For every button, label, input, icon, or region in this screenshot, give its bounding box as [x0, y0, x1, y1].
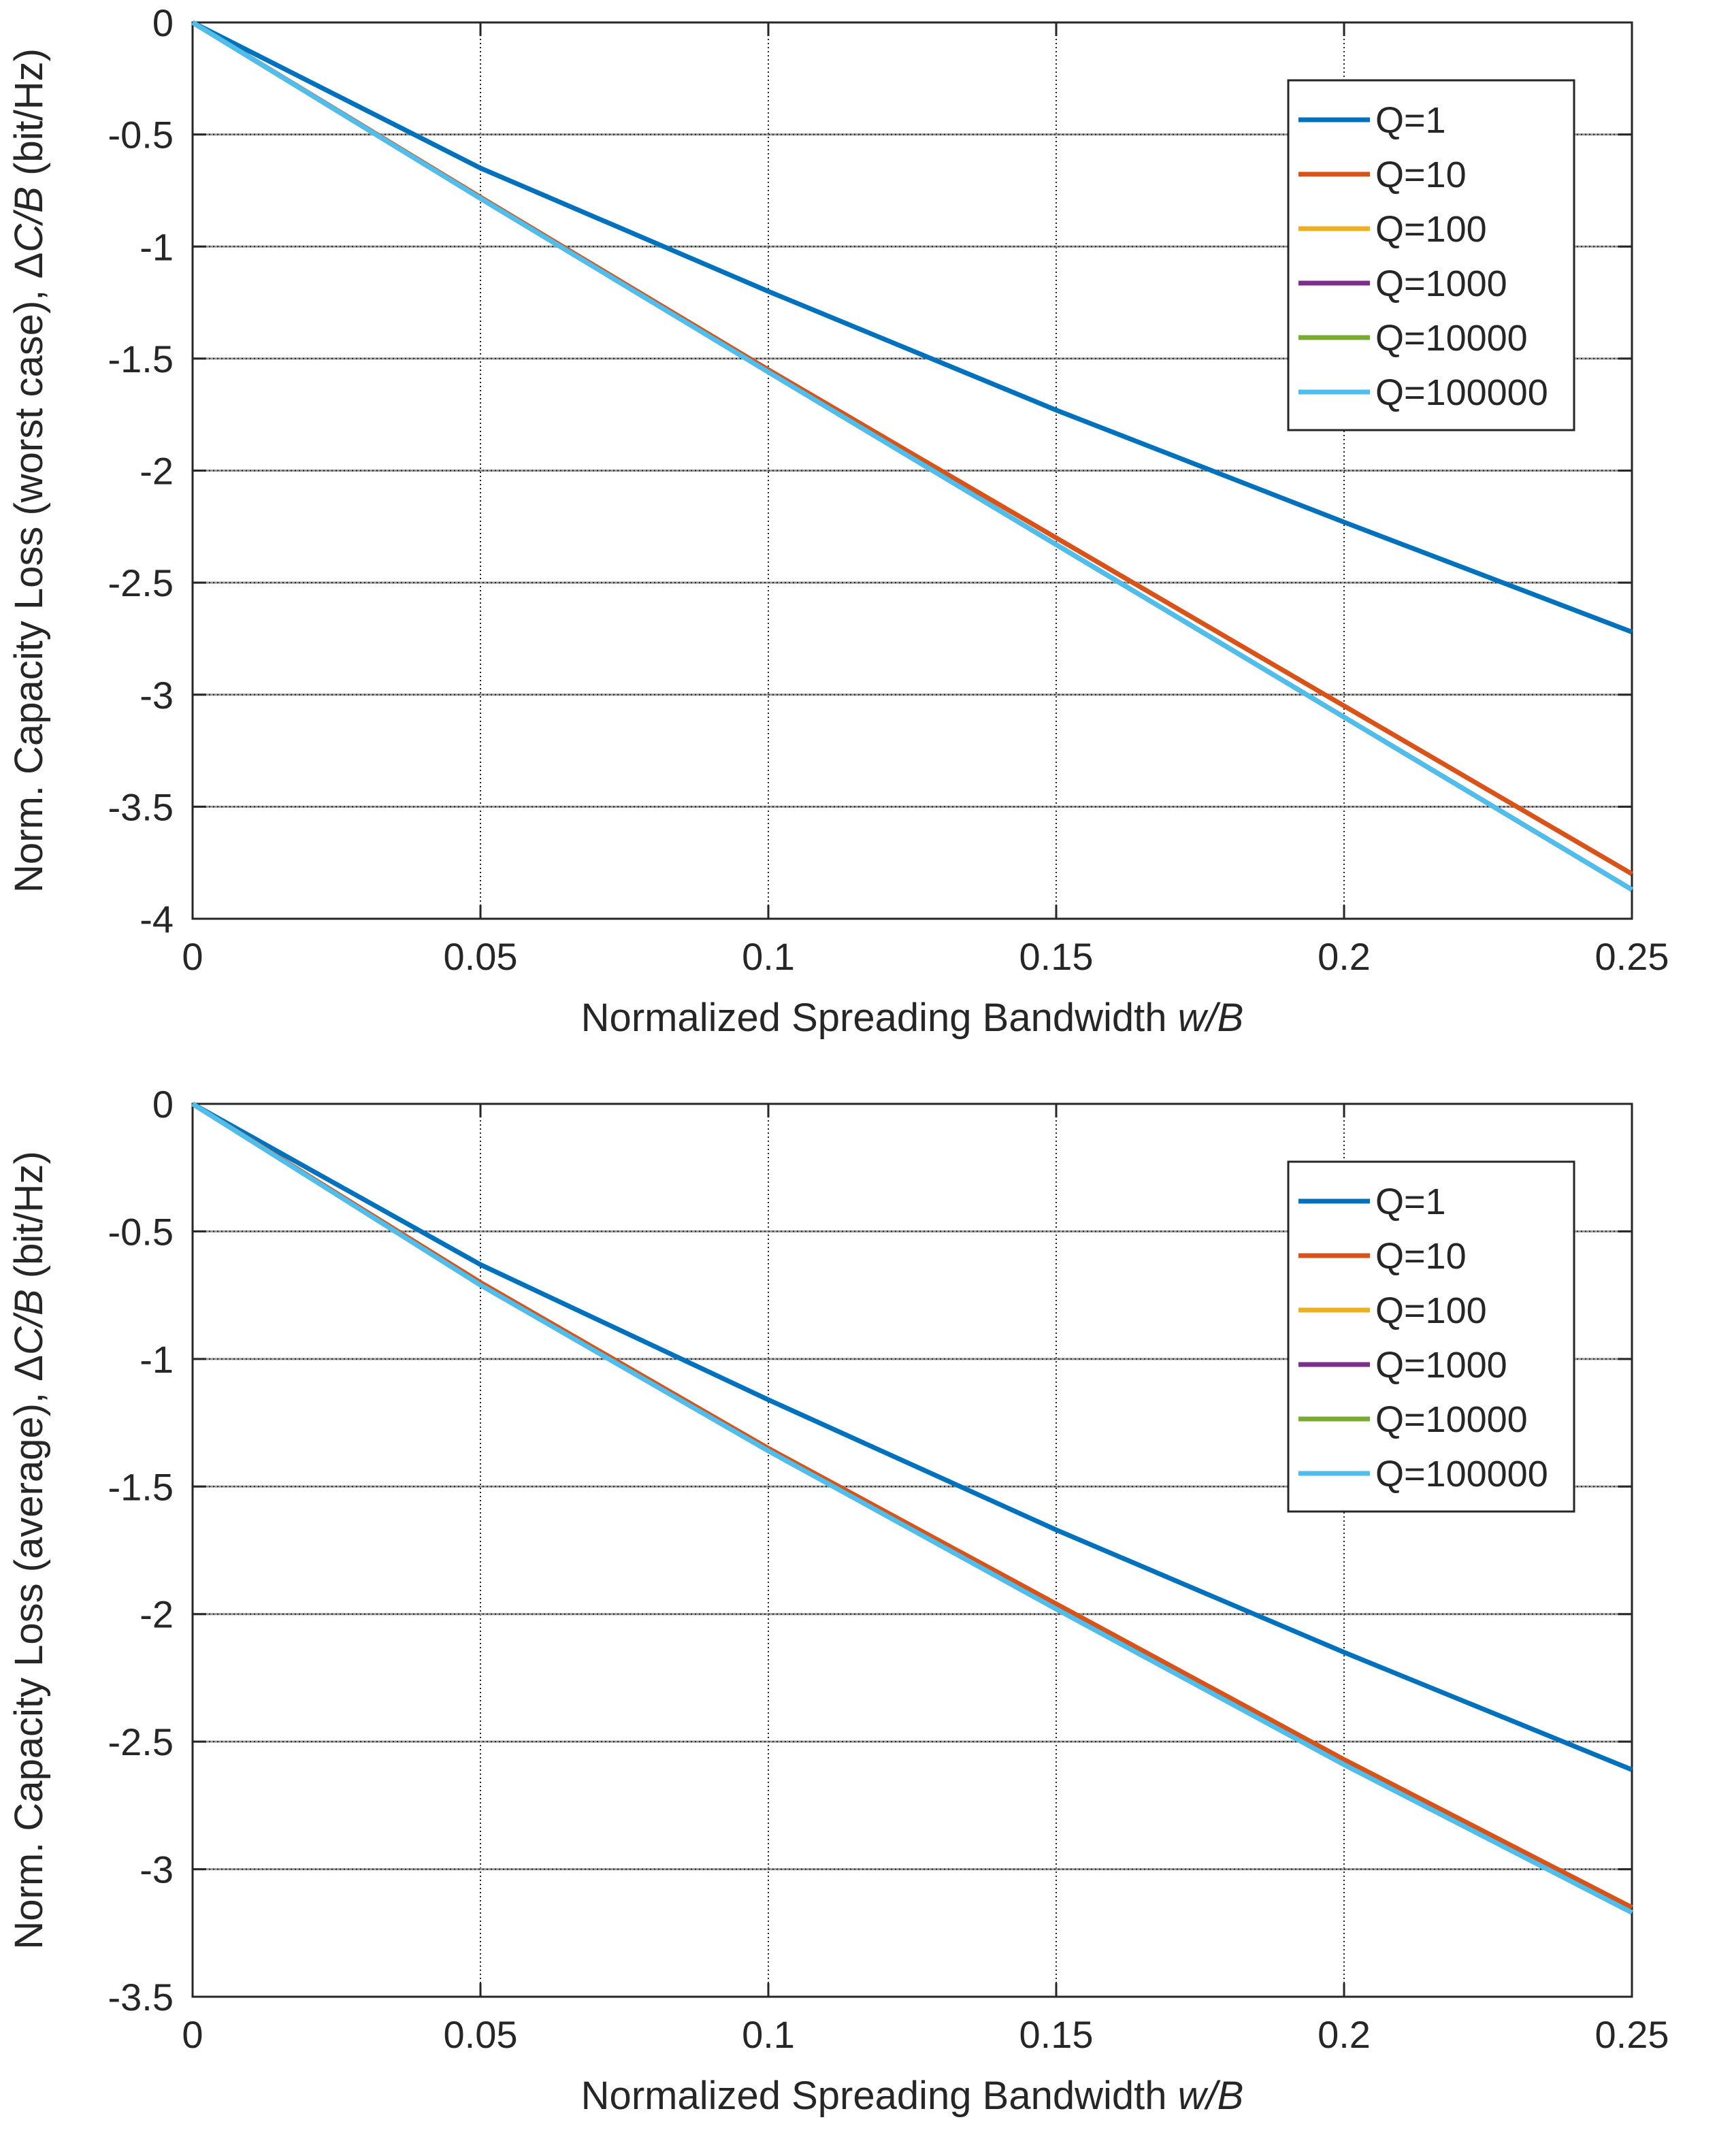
x-tick-label: 0.25 [1595, 2013, 1669, 2056]
y-tick-label: -0.5 [108, 114, 174, 157]
grid [193, 1104, 1632, 1997]
legend-label-q-10: Q=10 [1375, 154, 1467, 195]
x-tick-label: 0.15 [1019, 935, 1094, 978]
y-tick-label: -3.5 [108, 785, 174, 828]
x-tick-label: 0.15 [1019, 2013, 1094, 2056]
x-axis-label: Normalized Spreading Bandwidth w/B [581, 996, 1244, 1040]
legend-label-q-10000: Q=10000 [1375, 318, 1528, 359]
y-axis-label-unit: (bit/Hz) [7, 48, 51, 186]
legend-box [1287, 79, 1575, 431]
y-axis-label-unit: (bit/Hz) [7, 1151, 51, 1289]
series-line-q-100000 [191, 20, 1633, 892]
y-axis-label-text: Norm. Capacity Loss (average), [7, 1382, 51, 1950]
x-tick-label: 0 [182, 935, 203, 978]
y-axis-label-delta: Δ [7, 252, 51, 279]
legend: Q=1 Q=10 Q=100 Q=1000 Q=10000 Q=100000 [1287, 79, 1575, 431]
x-axis-label-text: Normalized Spreading Bandwidth [581, 2074, 1178, 2118]
y-tick-label: 0 [152, 1083, 174, 1126]
x-tick-label: 0 [182, 2013, 203, 2056]
legend-label-q-10: Q=10 [1375, 1236, 1467, 1277]
series-lines [191, 20, 1633, 892]
legend-label-q-100: Q=100 [1375, 1290, 1487, 1331]
x-tick-label: 0.05 [444, 935, 518, 978]
average-capacity-loss-chart: 0 0.05 0.1 0.15 0.2 0.25 0 -0.5 -1 -1.5 -2 -2.5 -3 -3… [7, 1083, 1669, 2118]
tick-marks [191, 1102, 1633, 1998]
series-lines [191, 1101, 1633, 1915]
series-line-q-1 [191, 1101, 1633, 1772]
y-tick-label: -3 [140, 674, 174, 717]
axes-box [191, 1102, 1633, 1998]
legend-label-q-1000: Q=1000 [1375, 1345, 1507, 1386]
y-tick-label: -1.5 [108, 338, 174, 380]
y-tick-label: -2 [140, 1593, 174, 1636]
x-tick-label: 0.2 [1318, 935, 1371, 978]
y-tick-label: -2 [140, 450, 174, 493]
worst-case-capacity-loss-chart: 0 0.05 0.1 0.15 0.2 0.25 0 -0.5 -1 -1.5 -2 -2.5 -3 -3… [7, 1, 1669, 1040]
y-tick-label: -2.5 [108, 1720, 174, 1763]
x-axis-label-symbol: w/B [1178, 996, 1244, 1040]
x-axis-label-text: Normalized Spreading Bandwidth [581, 996, 1178, 1040]
y-tick-label: -3 [140, 1848, 174, 1891]
y-tick-label: -2.5 [108, 561, 174, 604]
x-tick-label: 0.05 [444, 2013, 518, 2056]
legend-box [1287, 1160, 1575, 1513]
y-axis-label-delta: Δ [7, 1355, 51, 1382]
y-axis-label-text: Norm. Capacity Loss (worst case), [7, 278, 51, 892]
x-axis-label: Normalized Spreading Bandwidth w/B [581, 2074, 1244, 2118]
x-tick-label: 0.1 [742, 935, 795, 978]
legend-label-q-10000: Q=10000 [1375, 1399, 1528, 1440]
x-tick-label: 0.1 [742, 2013, 795, 2056]
y-tick-label: -1.5 [108, 1465, 174, 1508]
legend: Q=1 Q=10 Q=100 Q=1000 Q=10000 Q=100000 [1287, 1160, 1575, 1513]
tick-marks [191, 21, 1633, 920]
x-axis-label-symbol: w/B [1178, 2074, 1244, 2118]
y-axis-label-ratio: C/B [7, 186, 51, 252]
legend-label-q-100000: Q=100000 [1375, 1454, 1548, 1494]
legend-label-q-100000: Q=100000 [1375, 372, 1548, 413]
legend-label-q-1: Q=1 [1375, 100, 1446, 141]
y-axis-label: Norm. Capacity Loss (worst case), ΔC/B (… [7, 48, 51, 893]
y-tick-label: -4 [140, 898, 174, 941]
y-tick-label: -1 [140, 1338, 174, 1381]
series-line-q-1 [191, 20, 1633, 634]
series-line-q-100000 [191, 1102, 1633, 1915]
legend-label-q-1: Q=1 [1375, 1181, 1446, 1222]
legend-label-q-1000: Q=1000 [1375, 263, 1507, 304]
x-tick-label: 0.25 [1595, 935, 1669, 978]
y-axis-label: Norm. Capacity Loss (average), ΔC/B (bit… [7, 1151, 51, 1949]
y-tick-label: -0.5 [108, 1210, 174, 1253]
y-tick-label: -1 [140, 225, 174, 268]
x-tick-label: 0.2 [1318, 2013, 1371, 2056]
legend-label-q-100: Q=100 [1375, 209, 1487, 250]
y-tick-label: -3.5 [108, 1976, 174, 2019]
y-axis-label-ratio: C/B [7, 1289, 51, 1355]
y-tick-label: 0 [152, 1, 174, 44]
